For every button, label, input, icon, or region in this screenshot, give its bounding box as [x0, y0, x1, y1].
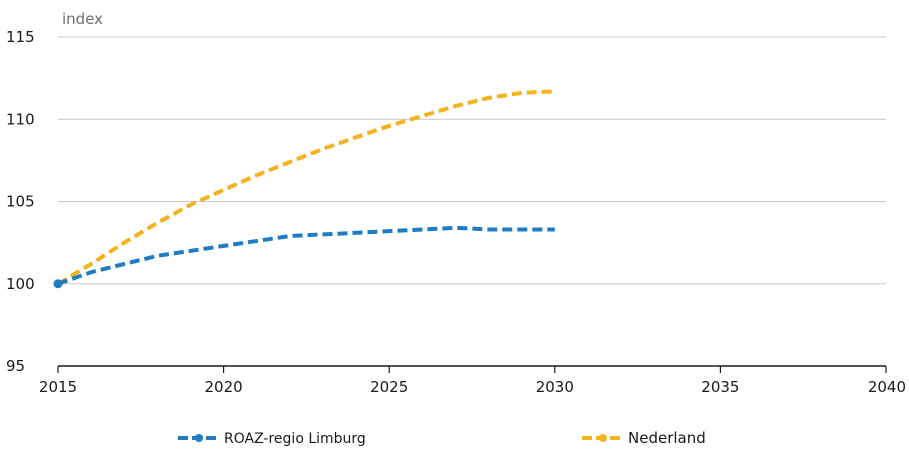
y-tick-label: 115 [6, 28, 35, 46]
y-tick-label: 110 [6, 110, 35, 128]
x-tick-label: 2020 [205, 378, 243, 396]
legend-item-1: Nederland [582, 429, 706, 447]
axes [57, 365, 887, 373]
legend: ROAZ-regio Limburg Nederland [178, 429, 706, 447]
series-line-0 [57, 225, 555, 286]
x-tick-label: 2025 [370, 378, 408, 396]
legend-item-0: ROAZ-regio Limburg [178, 431, 366, 447]
series-lines [53, 89, 555, 289]
legend-label: ROAZ-regio Limburg [224, 431, 366, 447]
legend-swatch-dot [195, 434, 203, 442]
legend-label: Nederland [628, 429, 706, 447]
y-tick-label: 95 [6, 357, 25, 375]
y-tick-label: 100 [6, 275, 35, 293]
x-tick-label: 2035 [701, 378, 739, 396]
gridlines [58, 36, 886, 285]
x-tick-label: 2040 [868, 378, 906, 396]
legend-swatch-dot [599, 434, 607, 442]
x-tick-label: 2030 [536, 378, 574, 396]
y-tick-label: 105 [6, 193, 35, 211]
series-line-1 [56, 89, 555, 286]
x-tick-label: 2015 [39, 378, 77, 396]
y-axis-label: index [62, 10, 103, 28]
series-start-point [53, 279, 63, 289]
tick-labels: index 95 100 105 110 115 2015 2020 2025 2030 2035… [6, 10, 906, 396]
